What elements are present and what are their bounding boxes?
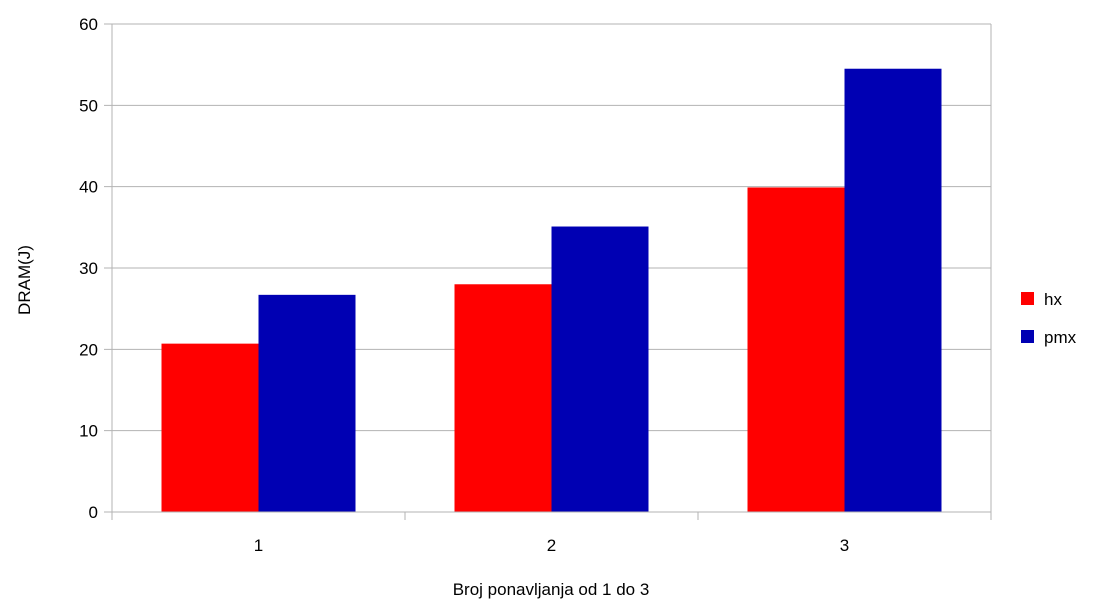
y-tick-labels: 0 10 20 30 40 50 60 — [79, 15, 98, 522]
y-tick-label: 10 — [79, 422, 98, 441]
bar-pmx-3 — [844, 68, 942, 512]
bar-pmx-1 — [258, 294, 356, 512]
y-tick-label: 0 — [89, 503, 98, 522]
y-tick-label: 30 — [79, 259, 98, 278]
y-axis-title: DRAM(J) — [15, 245, 34, 315]
bars — [161, 68, 942, 513]
x-tick-label: 1 — [254, 536, 263, 555]
y-tick-label: 20 — [79, 340, 98, 359]
legend-label-pmx: pmx — [1044, 328, 1077, 347]
x-axis-title: Broj ponavljanja od 1 do 3 — [453, 580, 650, 599]
bar-pmx-2 — [551, 226, 649, 512]
x-tick-label: 3 — [840, 536, 849, 555]
legend: hx pmx — [1021, 290, 1077, 347]
axes — [111, 24, 992, 520]
y-tick-label: 60 — [79, 15, 98, 34]
y-tick-label: 40 — [79, 178, 98, 197]
y-tick-label: 50 — [79, 96, 98, 115]
legend-label-hx: hx — [1044, 290, 1062, 309]
bar-hx-1 — [161, 343, 259, 512]
bar-hx-3 — [747, 187, 845, 513]
legend-swatch-pmx — [1021, 330, 1034, 343]
legend-swatch-hx — [1021, 292, 1034, 305]
x-tick-label: 2 — [547, 536, 556, 555]
x-tick-labels: 1 2 3 — [254, 536, 849, 555]
bar-hx-2 — [454, 284, 552, 512]
